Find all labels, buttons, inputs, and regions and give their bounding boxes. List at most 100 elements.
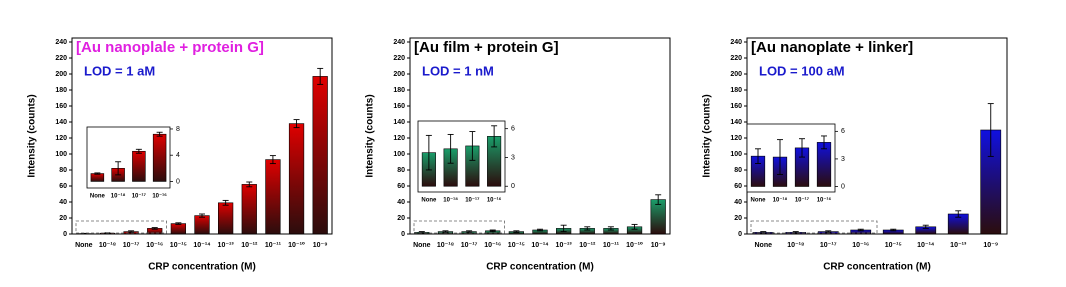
bar [91,174,104,182]
y-tick-label: 6 [511,126,515,133]
x-tick-label: 10⁻¹¹ [603,242,620,249]
x-tick-label: 10⁻¹² [579,242,596,249]
bar [132,151,145,181]
y-tick-label: 160 [55,103,67,110]
y-tick-label: 240 [730,39,742,46]
x-tick-label: 10⁻¹⁷ [132,193,147,200]
y-tick-label: 60 [734,183,742,190]
y-tick-label: 160 [730,103,742,110]
y-tick-label: 180 [393,87,405,94]
x-tick-label: None [755,242,773,249]
x-tick-label: 10⁻¹⁸ [437,242,454,249]
x-tick-label: 10⁻¹³ [556,242,573,249]
y-axis-label: Intensity (counts) [27,94,38,177]
y-tick-label: 4 [176,152,180,159]
bar [266,160,281,234]
x-tick-label: 10⁻¹⁸ [787,242,804,249]
y-tick-label: 0 [63,231,67,238]
x-tick-label: None [421,198,437,204]
y-tick-label: 6 [841,128,845,135]
y-tick-label: 40 [397,199,405,206]
y-tick-label: 0 [176,178,180,185]
y-tick-label: 80 [59,167,67,174]
y-tick-label: 0 [401,231,405,238]
y-tick-label: 220 [393,55,405,62]
x-tick-label: 10⁻¹⁴ [531,242,549,249]
x-tick-label: None [413,242,431,249]
x-axis-label: CRP concentration (M) [148,262,256,273]
y-tick-label: 60 [59,183,67,190]
x-tick-label: 10⁻¹⁷ [465,197,480,204]
y-tick-label: 200 [55,71,67,78]
y-tick-label: 120 [55,135,67,142]
y-tick-label: 20 [59,215,67,222]
x-tick-label: 10⁻¹⁷ [461,242,478,249]
y-tick-label: 200 [393,71,405,78]
y-tick-label: 80 [397,167,405,174]
bar [242,184,257,234]
x-tick-label: 10⁻¹⁶ [487,197,502,204]
x-tick-label: 10⁻¹³ [950,242,967,249]
y-tick-label: 60 [397,183,405,190]
y-tick-label: 0 [511,183,515,190]
x-tick-label: 10⁻¹⁸ [111,193,126,200]
x-tick-label: 10⁻¹² [241,242,258,249]
x-tick-label: 10⁻¹⁷ [123,242,140,249]
x-tick-label: 10⁻¹⁶ [146,242,163,249]
x-tick-label: 10⁻¹⁴ [193,242,211,249]
x-tick-label: 10⁻¹³ [218,242,235,249]
y-tick-label: 80 [734,167,742,174]
annotation: LOD = 1 nM [422,63,494,78]
x-tick-label: 10⁻¹⁸ [443,197,458,204]
chart-title: [Au film + protein G] [414,39,559,56]
x-axis-label: CRP concentration (M) [486,262,594,273]
y-tick-label: 40 [59,199,67,206]
x-tick-label: 10⁻¹⁰ [288,241,305,249]
x-tick-label: 10⁻¹⁰ [626,241,643,249]
x-tick-label: 10⁻¹⁵ [885,242,902,249]
bar [218,203,233,234]
y-tick-label: 0 [738,231,742,238]
x-tick-label: 10⁻¹⁷ [820,242,837,249]
y-tick-label: 120 [393,135,405,142]
x-tick-label: 10⁻¹⁸ [99,242,116,249]
bar [153,134,166,181]
bar [195,216,210,234]
x-tick-label: 10⁻¹⁵ [170,242,187,249]
x-tick-label: 10⁻¹¹ [265,242,282,249]
y-tick-label: 20 [397,215,405,222]
x-tick-label: None [751,198,767,204]
x-tick-label: 10⁻¹⁶ [852,242,869,249]
y-tick-label: 120 [730,135,742,142]
x-tick-label: 10⁻¹⁶ [152,193,167,200]
y-tick-label: 3 [841,156,845,163]
x-axis-label: CRP concentration (M) [823,262,931,273]
chart-title: [Au nanoplale + protein G] [76,39,264,56]
y-axis-label: Intensity (counts) [365,94,376,177]
y-tick-label: 140 [55,119,67,126]
y-tick-label: 100 [730,151,742,158]
annotation: LOD = 1 aM [84,63,155,78]
y-tick-label: 240 [393,39,405,46]
bar [313,76,328,234]
y-tick-label: 220 [55,55,67,62]
y-tick-label: 180 [730,87,742,94]
y-tick-label: 240 [55,39,67,46]
x-tick-label: 10⁻¹⁷ [795,197,810,204]
x-tick-label: 10⁻¹⁸ [773,197,788,204]
y-tick-label: 220 [730,55,742,62]
y-tick-label: 160 [393,103,405,110]
x-tick-label: None [90,194,106,200]
y-tick-label: 140 [730,119,742,126]
y-axis-label: Intensity (counts) [702,94,713,177]
y-tick-label: 8 [176,126,180,133]
y-tick-label: 20 [734,215,742,222]
bar [171,224,186,234]
y-tick-label: 200 [730,71,742,78]
y-tick-label: 3 [511,154,515,161]
x-tick-label: 10⁻⁹ [983,242,998,249]
annotation: LOD = 100 aM [759,63,845,78]
y-tick-label: 100 [55,151,67,158]
y-tick-label: 40 [734,199,742,206]
bar [289,124,304,234]
